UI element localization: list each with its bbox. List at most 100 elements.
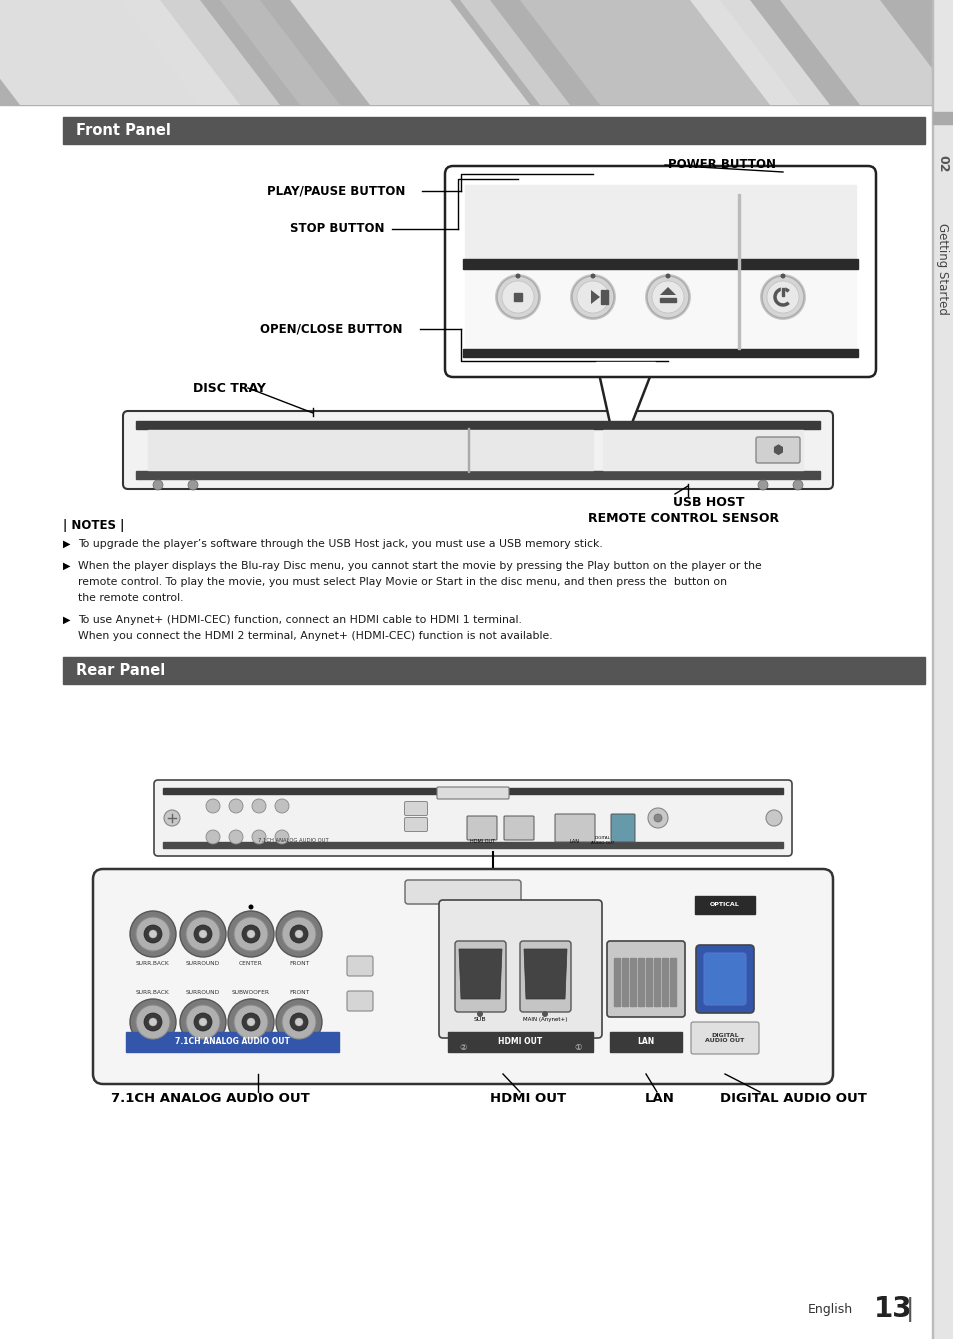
Text: POWER BUTTON: POWER BUTTON [667, 158, 775, 171]
Bar [464, 185, 855, 266]
FancyBboxPatch shape [347, 956, 373, 976]
Circle shape [247, 1018, 254, 1026]
Bar [468, 428, 469, 473]
Polygon shape [0, 0, 240, 104]
Text: LAN: LAN [644, 1093, 674, 1105]
Circle shape [792, 479, 802, 490]
Circle shape [577, 281, 608, 313]
Text: DIGITAL AUDIO OUT: DIGITAL AUDIO OUT [720, 1093, 866, 1105]
Circle shape [130, 999, 175, 1044]
Text: SURROUND: SURROUND [186, 990, 220, 995]
Circle shape [780, 273, 784, 279]
Text: 02: 02 [936, 155, 948, 173]
Text: STOP BUTTON: STOP BUTTON [290, 222, 384, 236]
Circle shape [252, 799, 266, 813]
FancyBboxPatch shape [123, 411, 832, 489]
FancyBboxPatch shape [153, 781, 791, 856]
Bar [738, 194, 740, 349]
Circle shape [765, 810, 781, 826]
Text: HDMI OUT: HDMI OUT [470, 840, 495, 844]
Circle shape [242, 1014, 260, 1031]
Bar [695, 896, 754, 915]
Polygon shape [290, 0, 530, 104]
Text: DIGITAL
AUDIO OUT: DIGITAL AUDIO OUT [704, 1032, 744, 1043]
Bar [629, 957, 636, 1006]
FancyBboxPatch shape [404, 818, 427, 832]
Text: 7.1CH ANALOG AUDIO OUT: 7.1CH ANALOG AUDIO OUT [174, 1038, 289, 1047]
Text: Front Panel: Front Panel [76, 123, 171, 138]
Circle shape [572, 276, 614, 317]
Bar [661, 957, 667, 1006]
Circle shape [149, 1018, 157, 1026]
Circle shape [228, 999, 274, 1044]
Text: remote control. To play the movie, you must select Play Movie or Start in the di: remote control. To play the movie, you m… [78, 577, 726, 586]
Circle shape [647, 807, 667, 828]
Circle shape [144, 1014, 162, 1031]
Bar [63, 116, 924, 145]
Circle shape [252, 830, 266, 844]
Circle shape [275, 911, 322, 957]
Circle shape [206, 830, 220, 844]
Text: 7.1CH ANALOG AUDIO OUT: 7.1CH ANALOG AUDIO OUT [257, 838, 328, 844]
Circle shape [233, 917, 268, 951]
Circle shape [199, 931, 207, 939]
Polygon shape [459, 0, 569, 104]
Text: USB HOST: USB HOST [672, 495, 743, 509]
Polygon shape [659, 287, 676, 295]
Circle shape [248, 905, 253, 909]
Text: OPTICAL: OPTICAL [709, 902, 740, 908]
Circle shape [274, 799, 289, 813]
Bar [621, 957, 627, 1006]
FancyBboxPatch shape [606, 941, 684, 1018]
Text: English: English [807, 1303, 852, 1315]
Circle shape [476, 1011, 482, 1018]
Text: PLAY/PAUSE BUTTON: PLAY/PAUSE BUTTON [267, 185, 405, 197]
Circle shape [193, 925, 212, 943]
Circle shape [206, 799, 220, 813]
Text: FRONT: FRONT [289, 961, 309, 965]
Text: SUBWOOFER: SUBWOOFER [232, 990, 270, 995]
Text: REMOTE CONTROL SENSOR: REMOTE CONTROL SENSOR [587, 513, 779, 525]
FancyBboxPatch shape [690, 1022, 759, 1054]
Circle shape [665, 273, 670, 279]
FancyBboxPatch shape [503, 815, 534, 840]
Circle shape [186, 917, 220, 951]
Circle shape [497, 276, 538, 317]
Circle shape [761, 276, 803, 317]
Circle shape [193, 1014, 212, 1031]
Bar [645, 957, 651, 1006]
FancyBboxPatch shape [467, 815, 497, 840]
Bar [464, 266, 855, 353]
Bar [448, 1032, 593, 1052]
Text: ▶: ▶ [63, 561, 71, 570]
Bar [596, 362, 655, 372]
Text: ⬢: ⬢ [772, 443, 782, 457]
Bar [932, 0, 953, 1339]
Bar [462, 258, 857, 269]
Circle shape [515, 273, 520, 279]
Text: ▶: ▶ [63, 615, 71, 625]
Text: 13: 13 [873, 1295, 911, 1323]
Text: Rear Panel: Rear Panel [76, 663, 165, 678]
Circle shape [144, 925, 162, 943]
Circle shape [495, 274, 540, 320]
Text: FRONT: FRONT [289, 990, 309, 995]
Circle shape [766, 281, 799, 313]
Bar [638, 957, 643, 1006]
Text: SURROUND: SURROUND [186, 961, 220, 965]
Bar [931, 0, 933, 1339]
Bar [659, 299, 676, 303]
Text: When you connect the HDMI 2 terminal, Anynet+ (HDMI-CEC) function is not availab: When you connect the HDMI 2 terminal, An… [78, 631, 552, 641]
Circle shape [130, 911, 175, 957]
Circle shape [136, 917, 170, 951]
Bar [600, 291, 603, 304]
FancyBboxPatch shape [703, 953, 745, 1006]
FancyBboxPatch shape [755, 437, 800, 463]
Circle shape [541, 1011, 547, 1018]
Circle shape [644, 274, 690, 320]
Circle shape [199, 1018, 207, 1026]
Circle shape [229, 830, 243, 844]
Bar [932, 112, 953, 125]
Circle shape [275, 999, 322, 1044]
Text: 7.1CH ANALOG AUDIO OUT: 7.1CH ANALOG AUDIO OUT [111, 1093, 310, 1105]
